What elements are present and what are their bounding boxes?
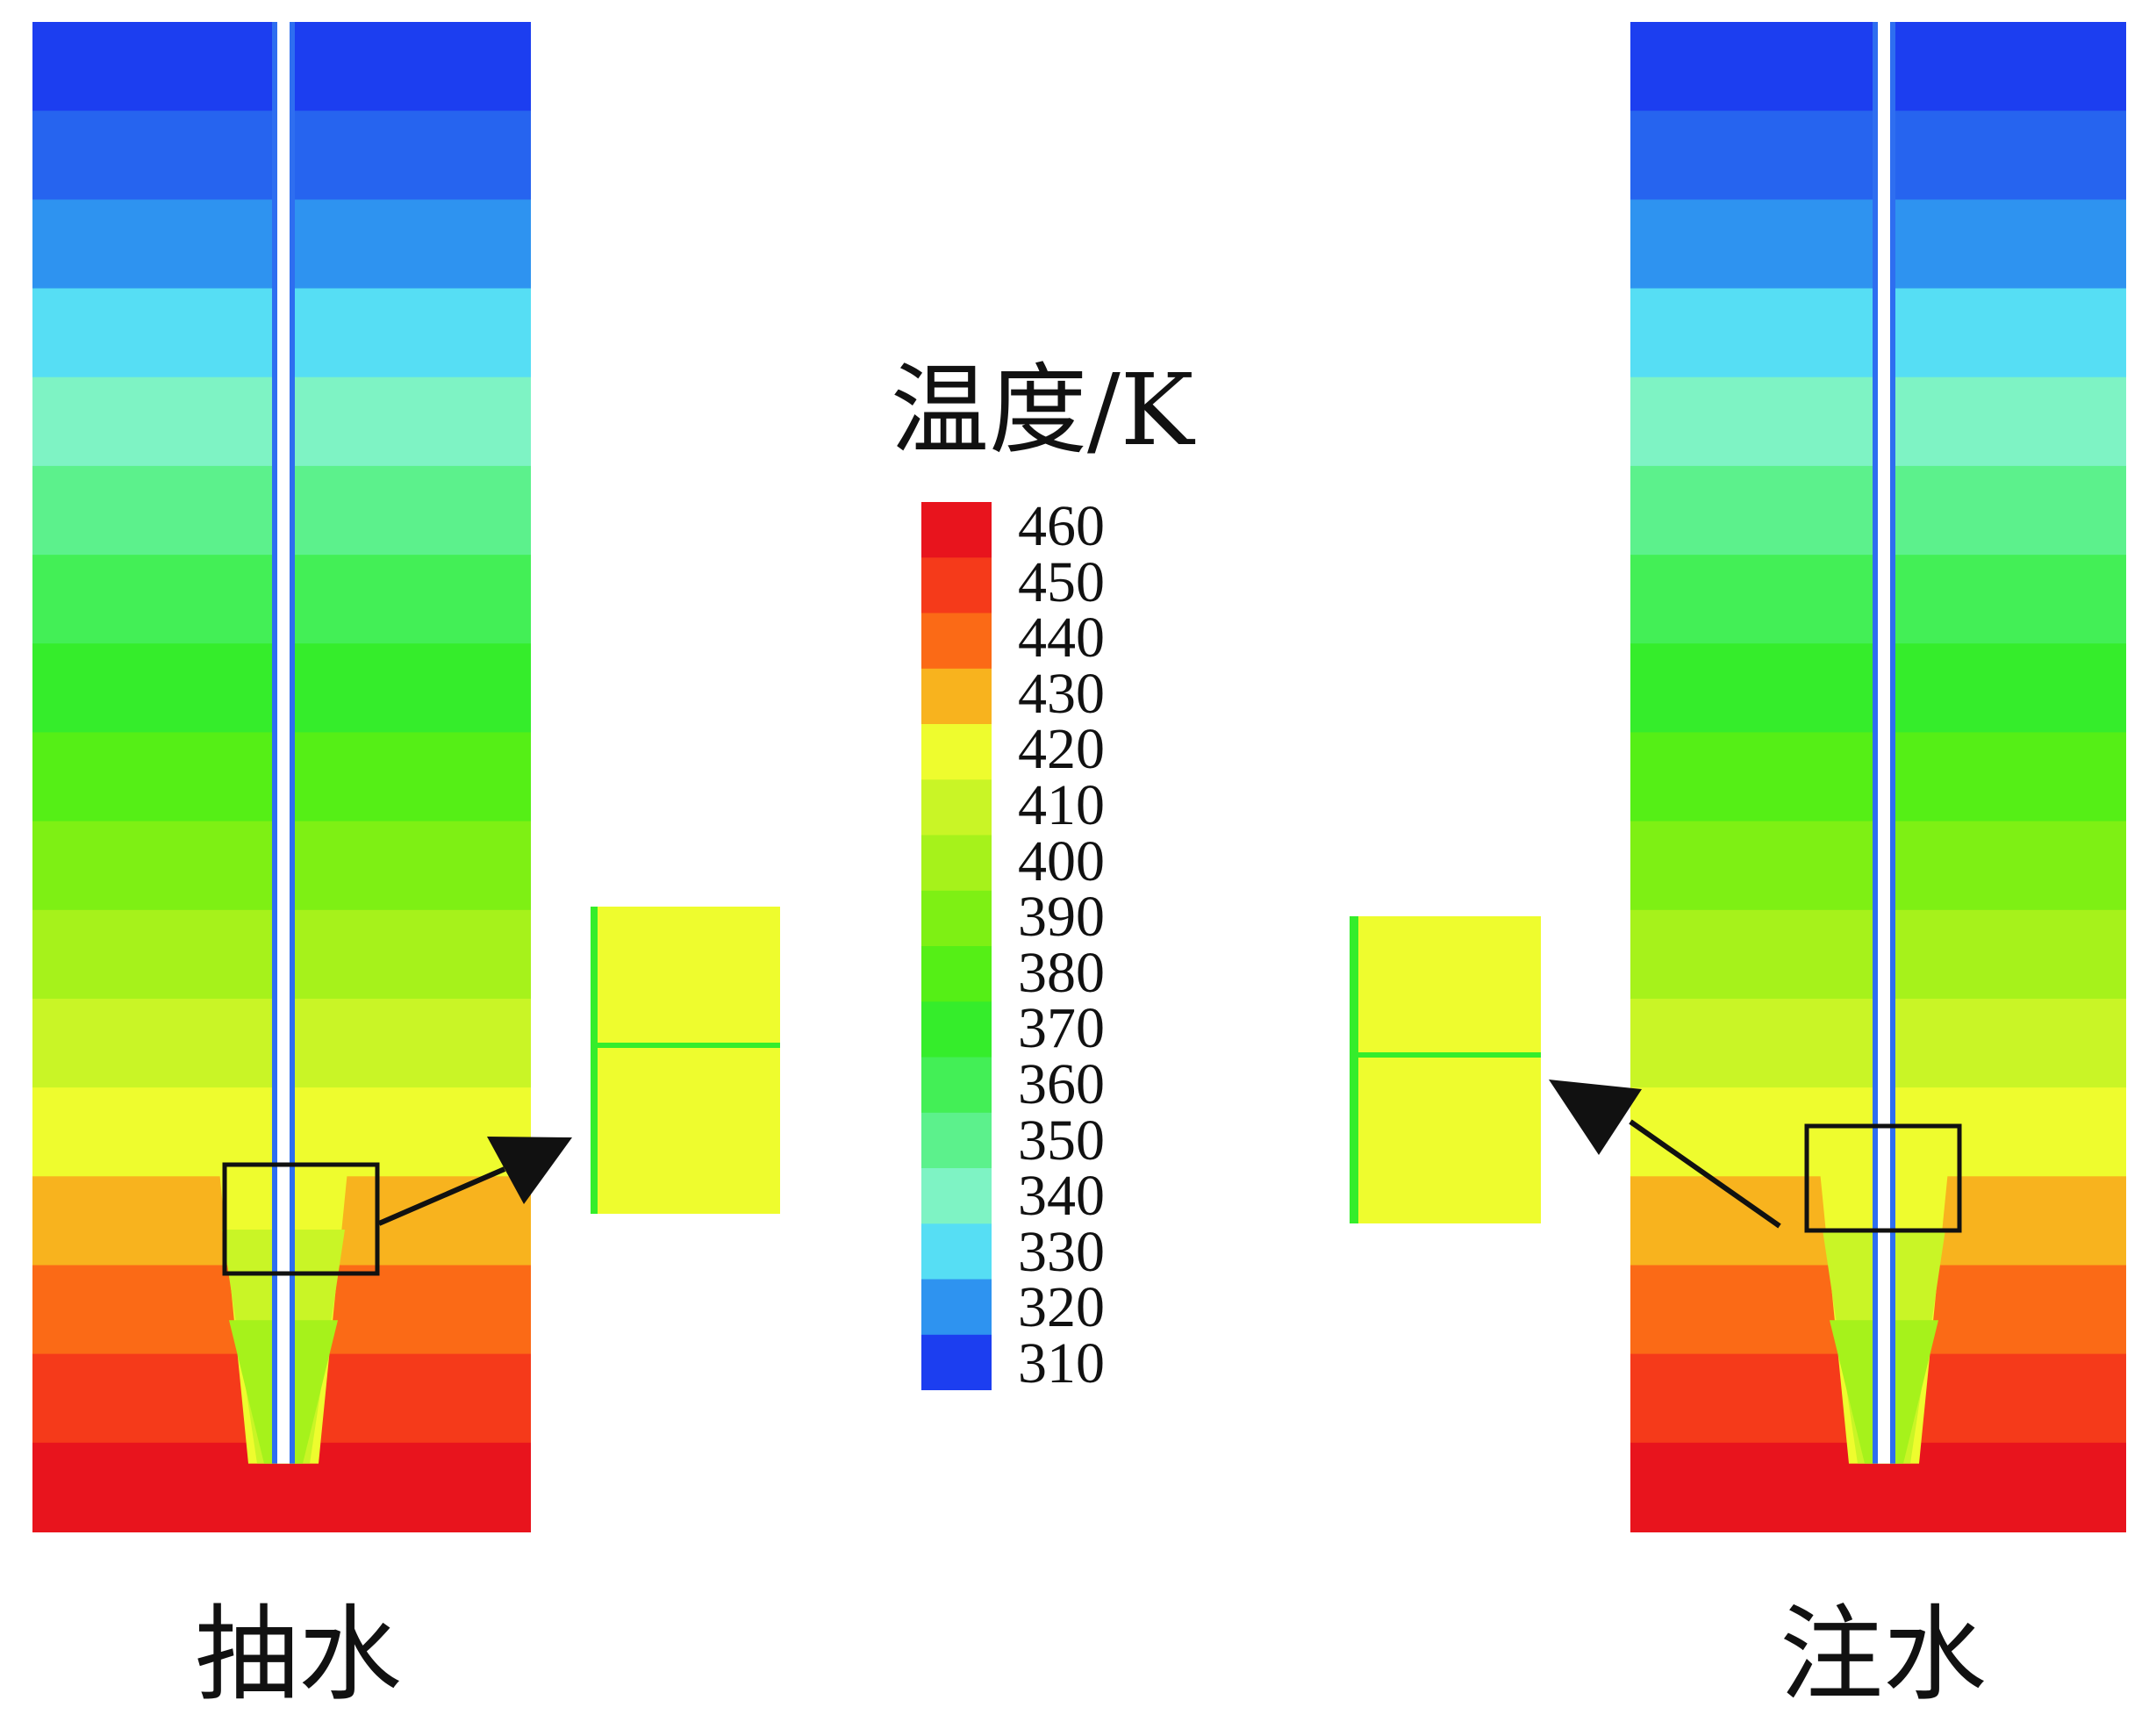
left-arrow — [377, 1137, 572, 1226]
colorbar-segment — [921, 946, 992, 1002]
left-inset-edge — [591, 907, 598, 1214]
colorbar-tick-label: 370 — [1018, 996, 1105, 1061]
left-zoom-inset — [591, 907, 780, 1214]
colorbar-tick-label: 450 — [1018, 549, 1105, 614]
colorbar-tick-label: 420 — [1018, 717, 1105, 782]
right-panel-label: 注水 — [1780, 1594, 1988, 1715]
well-bore — [277, 22, 290, 1464]
right-inset-interface-line — [1350, 1052, 1541, 1058]
colorbar-segment — [921, 1001, 992, 1058]
colorbar-segment — [921, 557, 992, 614]
well-bore — [1878, 22, 1890, 1464]
colorbar-segment — [921, 1279, 992, 1336]
colorbar-segment — [921, 1057, 992, 1114]
left-temperature-field-pumping — [32, 22, 531, 1532]
colorbar — [921, 502, 992, 1390]
colorbar-tick-label: 310 — [1018, 1331, 1105, 1395]
colorbar-tick-label: 320 — [1018, 1275, 1105, 1340]
colorbar-tick-label: 460 — [1018, 494, 1105, 558]
well-wall — [272, 22, 277, 1464]
colorbar-segment — [921, 1112, 992, 1169]
left-selection-box — [222, 1162, 380, 1276]
colorbar-tick-label: 440 — [1018, 606, 1105, 671]
colorbar-tick-label: 350 — [1018, 1108, 1105, 1173]
right-inset-edge — [1350, 916, 1358, 1223]
colorbar-segment — [921, 1168, 992, 1224]
well-wall — [290, 22, 295, 1464]
right-arrow — [1549, 1080, 1781, 1229]
colorbar-segment — [921, 668, 992, 725]
left-inset-field — [591, 907, 780, 1214]
colorbar-tick-label: 390 — [1018, 885, 1105, 950]
colorbar-segment — [921, 779, 992, 836]
colorbar-segment — [921, 502, 992, 558]
colorbar-tick-label: 430 — [1018, 661, 1105, 726]
left-inset-interface-line — [591, 1043, 780, 1048]
colorbar-segment — [921, 1223, 992, 1280]
well-wall — [1873, 22, 1878, 1464]
colorbar-tick-label: 380 — [1018, 940, 1105, 1005]
colorbar-tick-label: 340 — [1018, 1164, 1105, 1229]
colorbar-segment — [921, 835, 992, 892]
right-selection-box — [1804, 1123, 1962, 1233]
right-zoom-inset — [1350, 916, 1541, 1223]
colorbar-tick-label: 410 — [1018, 773, 1105, 837]
colorbar-segment — [921, 890, 992, 947]
colorbar-tick-label: 400 — [1018, 829, 1105, 893]
colorbar-segment — [921, 724, 992, 780]
colorbar-tick-label: 360 — [1018, 1052, 1105, 1116]
colorbar-segment — [921, 1334, 992, 1390]
colorbar-segment — [921, 613, 992, 670]
legend-title: 温度/K — [891, 354, 1194, 468]
colorbar-tick-label: 330 — [1018, 1219, 1105, 1284]
right-inset-field — [1350, 916, 1541, 1223]
left-panel-label: 抽水 — [195, 1594, 403, 1715]
right-temperature-field-injection — [1630, 22, 2126, 1532]
well-wall — [1890, 22, 1895, 1464]
